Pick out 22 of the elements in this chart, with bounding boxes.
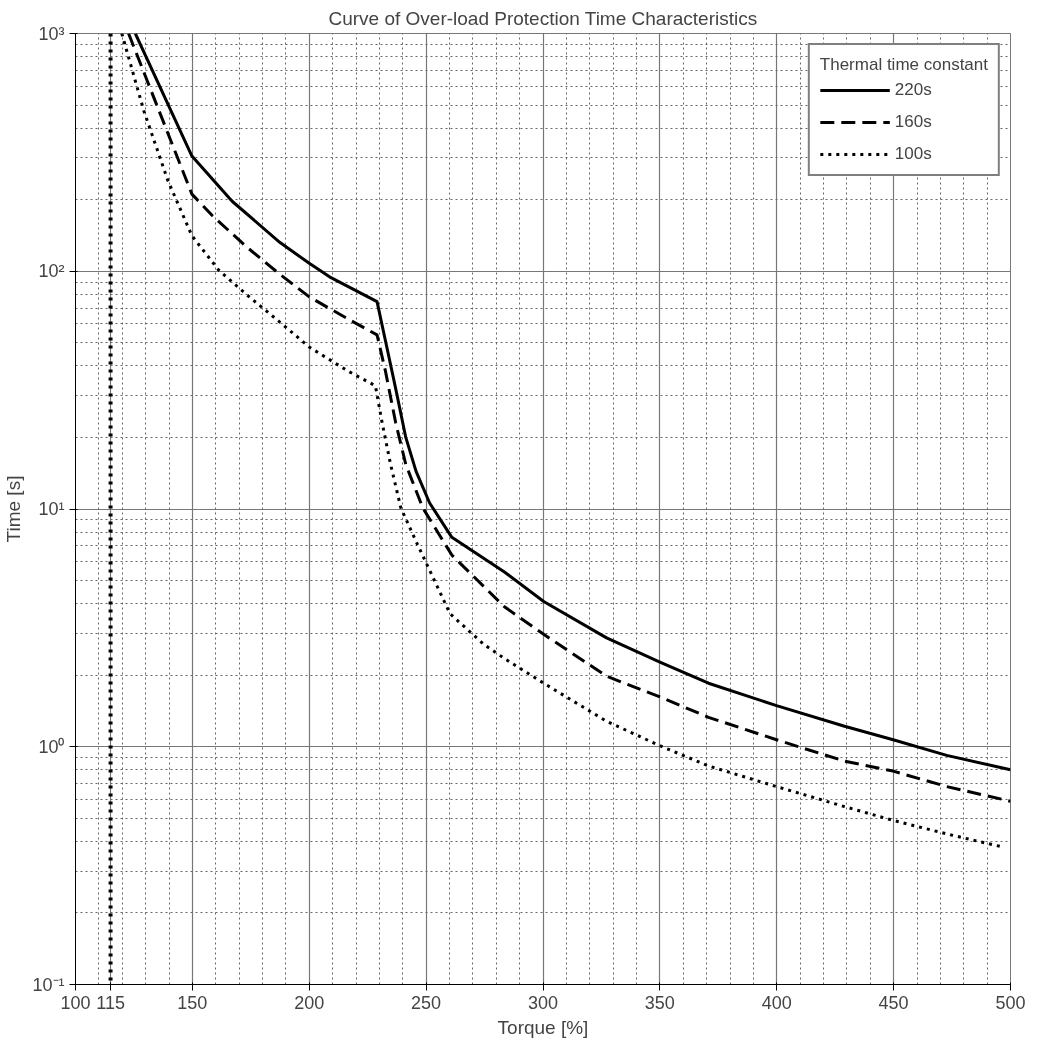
x-tick-label: 500 bbox=[995, 992, 1026, 1013]
y-tick-label: 10³ bbox=[38, 23, 65, 44]
y-tick-label: 10⁻¹ bbox=[32, 974, 65, 995]
x-axis-title: Torque [%] bbox=[497, 1016, 589, 1038]
y-tick-label: 10⁰ bbox=[38, 736, 65, 757]
legend-title: Thermal time constant bbox=[819, 55, 988, 75]
legend-label: 160s bbox=[894, 112, 932, 132]
legend-label: 100s bbox=[894, 144, 932, 164]
x-tick-label: 200 bbox=[294, 992, 325, 1013]
x-tick-label: 115 bbox=[96, 992, 125, 1013]
x-tick-label: 350 bbox=[644, 992, 675, 1013]
x-tick-label: 400 bbox=[761, 992, 792, 1013]
x-tick-label: 250 bbox=[411, 992, 442, 1013]
y-tick-label: 10¹ bbox=[38, 499, 65, 519]
x-tick-label: 150 bbox=[177, 992, 208, 1013]
y-tick-label: 10² bbox=[38, 261, 65, 282]
x-tick-label: 300 bbox=[527, 992, 559, 1013]
chart-title: Curve of Over-load Protection Time Characteristics bbox=[328, 7, 758, 29]
legend-label: 220s bbox=[894, 80, 932, 100]
x-tick-label: 450 bbox=[878, 992, 909, 1013]
x-tick-label: 100 bbox=[60, 992, 91, 1013]
y-axis-title: Time [s] bbox=[3, 475, 25, 543]
